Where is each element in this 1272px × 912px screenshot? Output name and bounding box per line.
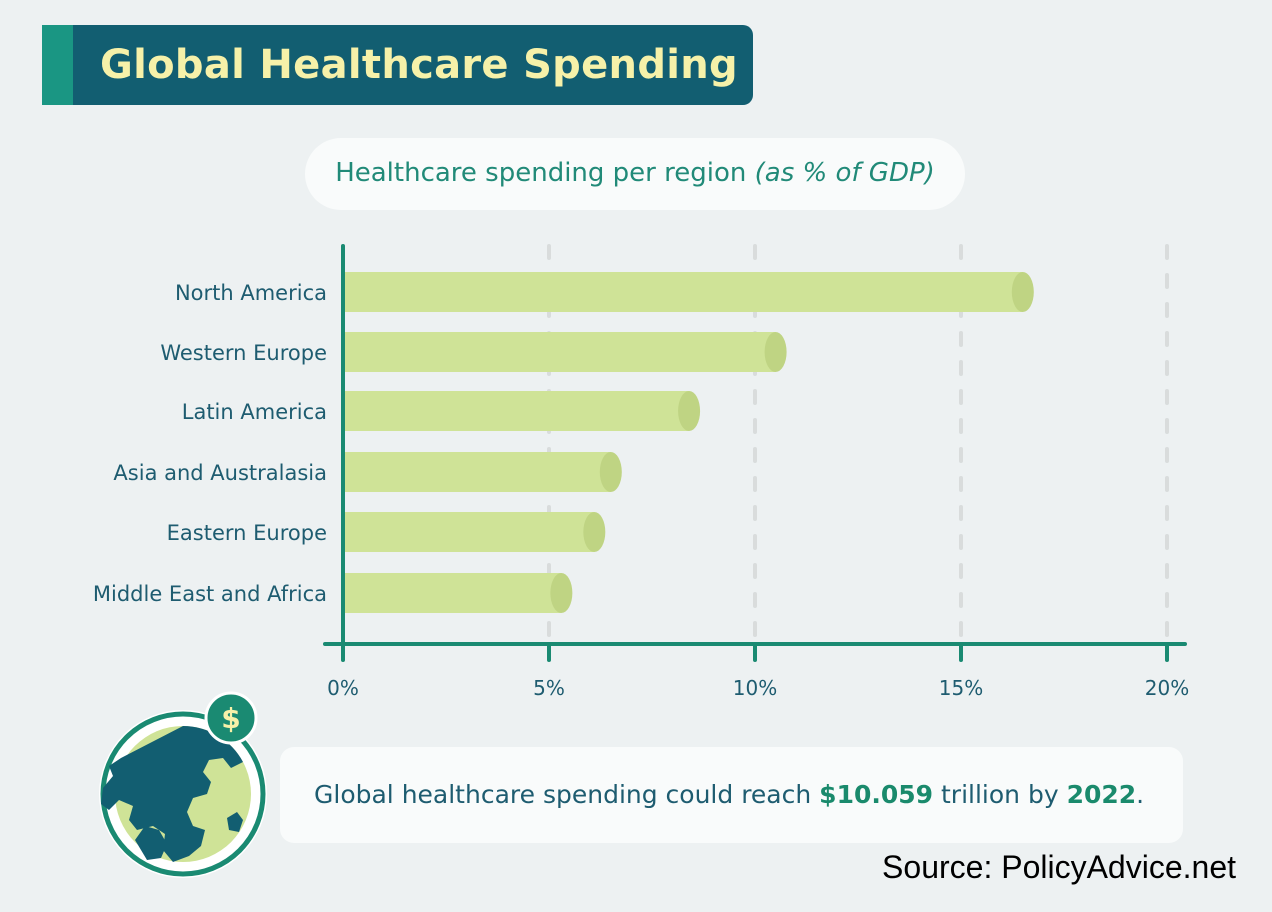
- bar: [343, 452, 611, 492]
- title-banner: Global Healthcare Spending: [42, 25, 753, 105]
- callout-text-middle: trillion by: [933, 780, 1067, 809]
- source-credit: Source: PolicyAdvice.net: [882, 849, 1236, 885]
- bar-cap: [599, 452, 622, 492]
- bar-cap: [1011, 272, 1034, 312]
- callout-box: Global healthcare spending could reach $…: [280, 747, 1183, 843]
- bar: [343, 573, 562, 613]
- category-label: Eastern Europe: [167, 521, 327, 545]
- callout-text: Global healthcare spending could reach $…: [314, 747, 1144, 843]
- bar-cap: [550, 573, 573, 613]
- globe-illustration: $: [99, 690, 269, 880]
- callout-text-start: Global healthcare spending could reach: [314, 780, 820, 809]
- bar: [343, 391, 690, 431]
- bar: [343, 332, 776, 372]
- dollar-icon: $: [221, 702, 240, 735]
- chart-subtitle: Healthcare spending per region (as % of …: [305, 138, 965, 210]
- callout-amount: $10.059: [819, 780, 934, 809]
- x-tick-label: 5%: [533, 676, 565, 700]
- category-label: Middle East and Africa: [93, 582, 327, 606]
- dollar-badge: [204, 691, 258, 745]
- category-label: Western Europe: [160, 341, 327, 365]
- chart-title-unit: (as % of GDP): [754, 158, 935, 188]
- bar-chart: North America Western Europe Latin America…: [93, 244, 1189, 700]
- category-label: Latin America: [182, 400, 327, 424]
- x-tick-label: 20%: [1145, 676, 1189, 700]
- category-label: Asia and Australasia: [113, 461, 327, 485]
- bar: [343, 512, 595, 552]
- bar-cap: [678, 391, 701, 431]
- bar-cap: [764, 332, 787, 372]
- x-tick-label: 15%: [939, 676, 983, 700]
- bar-cap: [583, 512, 606, 552]
- title-accent-bar: [42, 25, 73, 105]
- callout-year: 2022: [1066, 780, 1137, 809]
- globe-icon: [101, 726, 243, 862]
- category-label: North America: [175, 281, 327, 305]
- x-tick-label: 0%: [327, 676, 359, 700]
- callout-text-end: .: [1136, 780, 1145, 809]
- chart-title: Healthcare spending per region: [335, 158, 747, 188]
- x-tick-label: 10%: [733, 676, 777, 700]
- page-title: Global Healthcare Spending: [100, 42, 738, 88]
- bar: [343, 272, 1023, 312]
